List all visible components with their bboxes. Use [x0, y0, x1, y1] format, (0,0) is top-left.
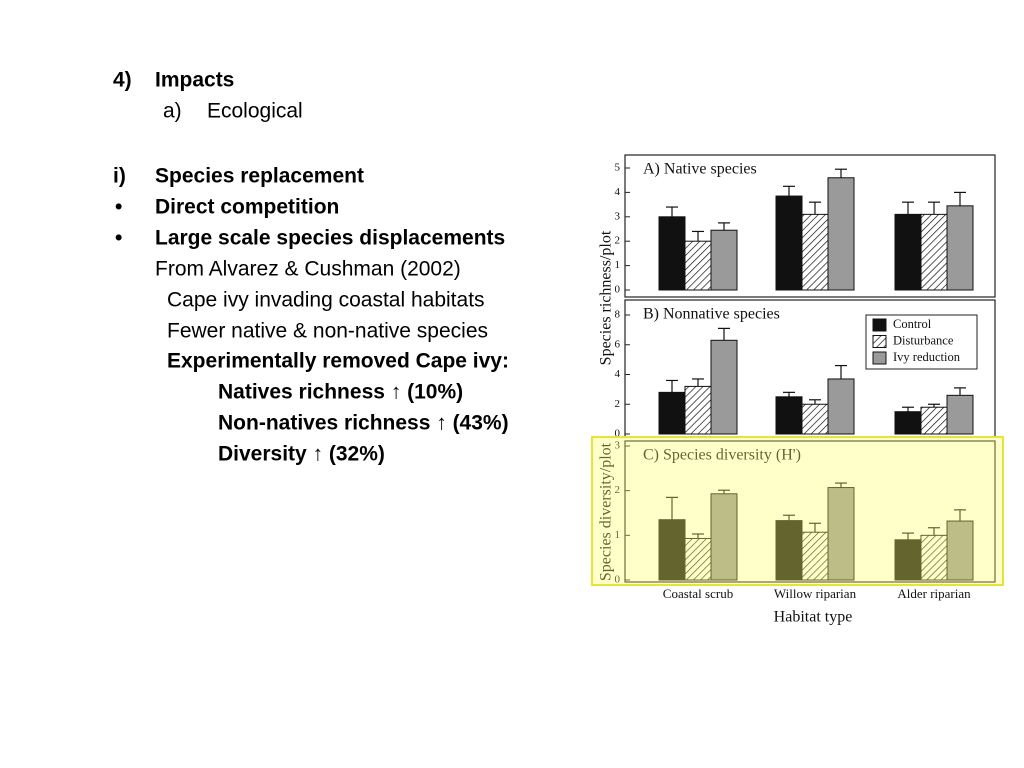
- subheading-number: a): [163, 100, 182, 123]
- item: Large scale species displacements: [155, 227, 505, 250]
- heading-number: 4): [113, 69, 132, 92]
- x-tick-label: Willow riparian: [774, 586, 857, 601]
- heading: Impacts: [155, 69, 234, 92]
- y-axis-label: Species diversity/plot: [598, 442, 615, 581]
- legend-label: Ivy reduction: [893, 350, 961, 364]
- item: Species replacement: [155, 165, 364, 188]
- bar: [827, 177, 855, 291]
- bar: [658, 391, 686, 435]
- legend-label: Disturbance: [893, 333, 954, 347]
- bar: [920, 213, 948, 291]
- bar: [710, 229, 738, 291]
- source: From Alvarez & Cushman (2002): [155, 258, 461, 281]
- bar: [801, 531, 829, 581]
- item-marker: i): [113, 165, 126, 188]
- y-tick-label: 2: [615, 484, 621, 496]
- legend-swatch: [872, 335, 887, 348]
- bar: [801, 213, 829, 291]
- legend-swatch: [872, 318, 887, 332]
- y-tick-label: 3: [615, 440, 621, 452]
- y-axis-label: Species richness/plot: [598, 230, 615, 365]
- legend-label: Control: [893, 317, 932, 331]
- y-tick-label: 6: [615, 338, 621, 350]
- y-tick-label: 1: [615, 259, 621, 271]
- result-heading: Experimentally removed Cape ivy:: [167, 350, 509, 373]
- panel-title: A) Native species: [643, 161, 757, 178]
- y-tick-label: 2: [615, 235, 621, 247]
- y-tick-label: 1: [615, 529, 621, 541]
- legend-swatch: [872, 351, 887, 365]
- bar: [710, 493, 738, 581]
- y-tick-label: 0: [615, 284, 621, 296]
- y-tick-label: 2: [615, 398, 621, 410]
- y-tick-label: 4: [615, 368, 621, 380]
- bar: [801, 403, 829, 435]
- bar: [920, 406, 948, 435]
- bar: [710, 339, 738, 435]
- bar: [775, 396, 803, 435]
- y-tick-label: 4: [615, 186, 621, 198]
- x-tick-label: Alder riparian: [897, 586, 971, 601]
- bar: [946, 394, 974, 435]
- panel-title: B) Nonnative species: [643, 306, 780, 323]
- panel-title: C) Species diversity (H'): [643, 447, 801, 464]
- item: Direct competition: [155, 196, 339, 219]
- y-tick-label: 3: [615, 210, 621, 222]
- bar: [894, 411, 922, 435]
- item-marker: •: [115, 196, 122, 219]
- result: Natives richness ↑ (10%): [218, 381, 463, 404]
- bar: [827, 378, 855, 435]
- highlight: [591, 436, 1004, 586]
- subheading: Ecological: [207, 100, 303, 123]
- result: Non-natives richness ↑ (43%): [218, 412, 509, 435]
- y-tick-label: 8: [615, 309, 621, 321]
- result: Diversity ↑ (32%): [218, 443, 385, 466]
- note: Fewer native & non-native species: [167, 320, 488, 343]
- item-marker: •: [115, 227, 122, 250]
- y-tick-label: 0: [615, 574, 621, 586]
- bar: [894, 213, 922, 291]
- bar: [684, 385, 712, 435]
- bar: [658, 216, 686, 291]
- y-tick-label: 5: [615, 162, 621, 174]
- x-tick-label: Coastal scrub: [663, 586, 733, 601]
- bar: [775, 195, 803, 291]
- y-tick-label: 0: [615, 428, 621, 440]
- note: Cape ivy invading coastal habitats: [167, 289, 485, 312]
- x-axis-label: Habitat type: [774, 609, 853, 626]
- bar: [946, 205, 974, 291]
- bar: [684, 240, 712, 291]
- chart: A) Native species 0 1 2 3 4 5 B) Nonnative spec…: [598, 154, 996, 626]
